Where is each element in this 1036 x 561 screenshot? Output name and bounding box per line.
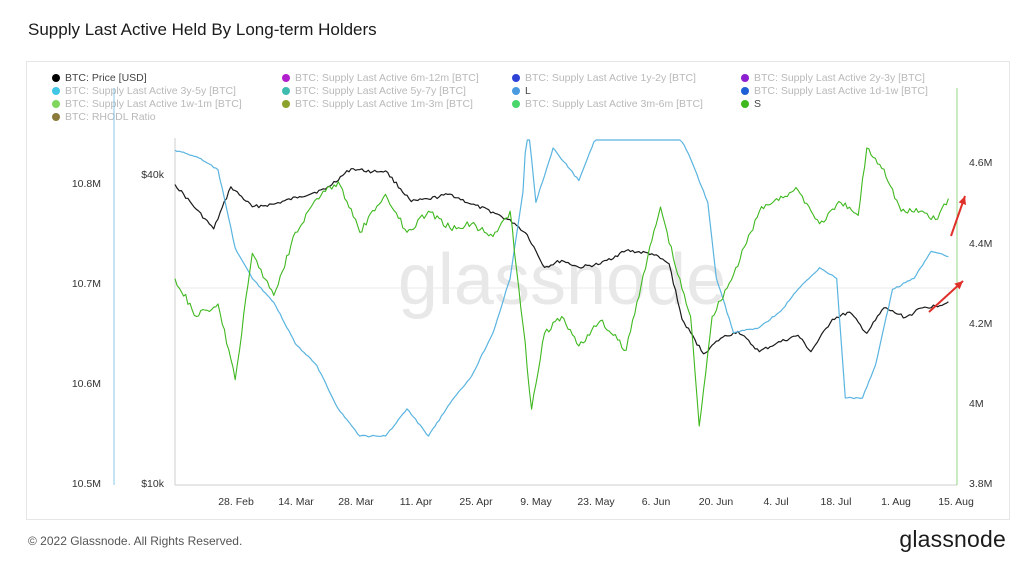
x-tick-label: 28. Feb	[218, 496, 254, 508]
legend-marker	[741, 74, 749, 82]
x-tick-label: 15. Aug	[938, 496, 974, 508]
annotation-arrow-lower-head	[954, 281, 963, 290]
chart-frame	[26, 61, 1010, 520]
legend-marker	[512, 74, 520, 82]
legend-item[interactable]: L	[512, 85, 531, 97]
legend-label: BTC: Supply Last Active 5y-7y [BTC]	[295, 85, 466, 97]
legend-label: BTC: Supply Last Active 6m-12m [BTC]	[295, 72, 479, 84]
legend-marker	[282, 100, 290, 108]
y-right-tick-label: 4M	[969, 398, 984, 410]
legend-marker	[282, 87, 290, 95]
annotation-arrow-upper-head	[958, 196, 967, 205]
x-tick-label: 18. Jul	[821, 496, 852, 508]
legend-label: BTC: Supply Last Active 1y-2y [BTC]	[525, 72, 696, 84]
legend-marker	[512, 87, 520, 95]
chart-title: Supply Last Active Held By Long-term Hol…	[28, 20, 377, 39]
legend-label: BTC: Supply Last Active 1d-1w [BTC]	[754, 85, 928, 97]
watermark: glassnode	[398, 240, 726, 320]
y-right-tick-label: 4.4M	[969, 238, 992, 250]
copyright-footer: © 2022 Glassnode. All Rights Reserved.	[28, 534, 243, 548]
x-tick-label: 1. Aug	[881, 496, 911, 508]
x-tick-label: 25. Apr	[459, 496, 493, 508]
legend-marker	[741, 87, 749, 95]
legend-label: BTC: Supply Last Active 2y-3y [BTC]	[754, 72, 925, 84]
legend-label: BTC: Supply Last Active 1w-1m [BTC]	[65, 98, 242, 110]
y-right-tick-label: 3.8M	[969, 478, 992, 490]
legend-marker	[52, 87, 60, 95]
legend-label: BTC: Price [USD]	[65, 72, 147, 84]
legend-item[interactable]: BTC: Price [USD]	[52, 72, 147, 84]
brand-logo: glassnode	[899, 526, 1006, 552]
y-left-tick-label: 10.7M	[72, 278, 101, 290]
legend-item[interactable]: BTC: Supply Last Active 1d-1w [BTC]	[741, 85, 928, 97]
legend-marker	[52, 100, 60, 108]
legend-marker	[741, 100, 749, 108]
x-tick-label: 11. Apr	[400, 496, 433, 508]
legend-item[interactable]: BTC: Supply Last Active 3y-5y [BTC]	[52, 85, 236, 97]
x-tick-label: 14. Mar	[278, 496, 314, 508]
legend-label: BTC: Supply Last Active 1m-3m [BTC]	[295, 98, 473, 110]
legend-item[interactable]: BTC: Supply Last Active 3m-6m [BTC]	[512, 98, 703, 110]
legend-marker	[52, 74, 60, 82]
y-left-tick-label: 10.8M	[72, 178, 101, 190]
legend-item[interactable]: BTC: Supply Last Active 1w-1m [BTC]	[52, 98, 242, 110]
legend-marker	[512, 100, 520, 108]
series-line-s	[174, 147, 949, 427]
legend-item[interactable]: BTC: Supply Last Active 6m-12m [BTC]	[282, 72, 479, 84]
legend-label: BTC: Supply Last Active 3y-5y [BTC]	[65, 85, 236, 97]
legend-marker	[282, 74, 290, 82]
legend-label: S	[754, 98, 762, 110]
y-left-tick-label: 10.5M	[72, 478, 101, 490]
series-line-l	[174, 139, 949, 438]
legend-label: BTC: RHODL Ratio	[65, 111, 156, 123]
price-tick-label: $10k	[141, 478, 165, 490]
series-line-price	[174, 168, 949, 355]
y-left-tick-label: 10.6M	[72, 378, 101, 390]
legend-item[interactable]: BTC: Supply Last Active 2y-3y [BTC]	[741, 72, 925, 84]
x-tick-label: 28. Mar	[338, 496, 374, 508]
legend-marker	[52, 113, 60, 121]
legend-label: L	[525, 85, 531, 97]
legend-item[interactable]: BTC: RHODL Ratio	[52, 111, 156, 123]
x-tick-label: 4. Jul	[763, 496, 788, 508]
x-tick-label: 9. May	[520, 496, 552, 508]
legend-label: BTC: Supply Last Active 3m-6m [BTC]	[525, 98, 703, 110]
legend-item[interactable]: BTC: Supply Last Active 1y-2y [BTC]	[512, 72, 696, 84]
x-tick-label: 6. Jun	[642, 496, 671, 508]
y-right-tick-label: 4.6M	[969, 157, 992, 169]
y-right-tick-label: 4.2M	[969, 318, 992, 330]
legend-item[interactable]: S	[741, 98, 761, 110]
legend-item[interactable]: BTC: Supply Last Active 1m-3m [BTC]	[282, 98, 473, 110]
price-tick-label: $40k	[141, 169, 165, 181]
legend-item[interactable]: BTC: Supply Last Active 5y-7y [BTC]	[282, 85, 466, 97]
x-tick-label: 20. Jun	[699, 496, 734, 508]
x-tick-label: 23. May	[577, 496, 615, 508]
